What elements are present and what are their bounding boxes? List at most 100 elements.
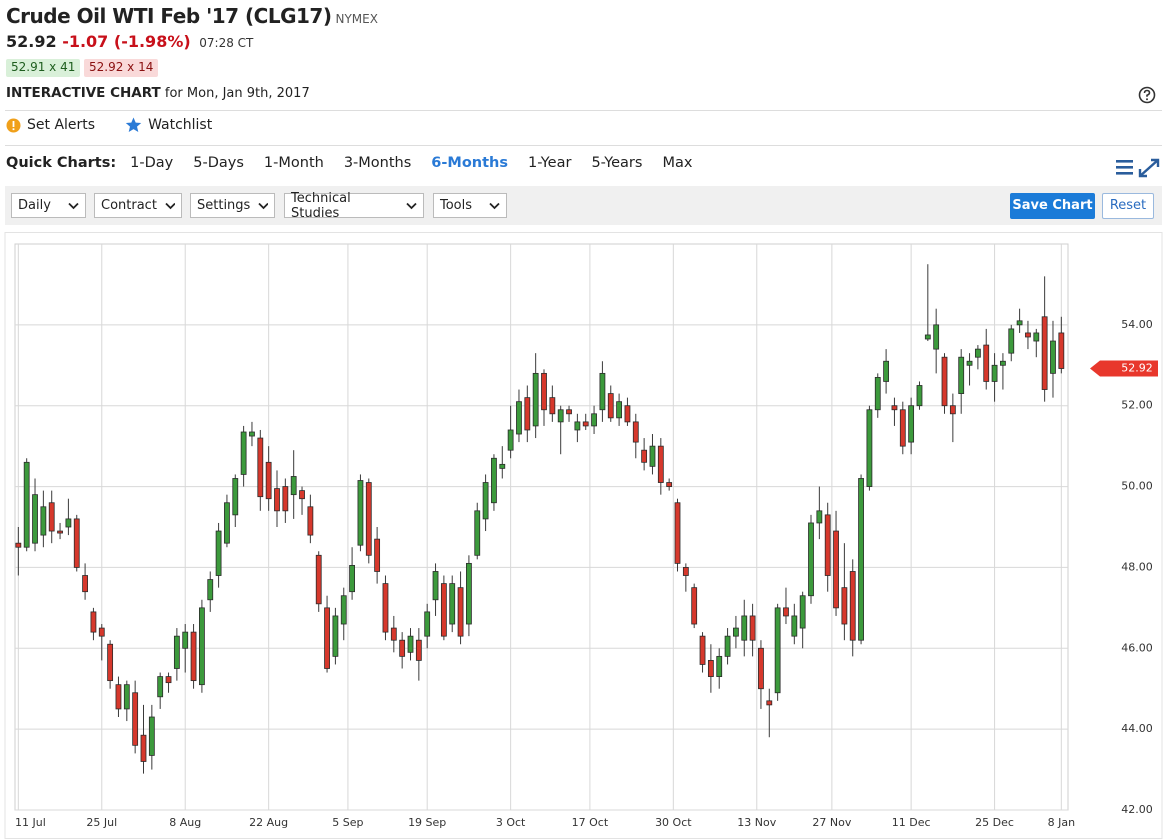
- x-tick-label: 13 Nov: [737, 816, 776, 829]
- quick-chart-option[interactable]: 6-Months: [431, 155, 509, 171]
- candle-body: [415, 639, 422, 661]
- candle-body: [40, 506, 47, 536]
- y-tick-label: 50.00: [1121, 480, 1153, 493]
- candle-body: [933, 324, 940, 350]
- help-icon[interactable]: [1138, 86, 1156, 104]
- chevron: [165, 202, 175, 209]
- candle-body: [841, 587, 848, 625]
- candle-body: [816, 510, 823, 524]
- candle-body: [349, 565, 355, 593]
- y-tick-label: 42.00: [1121, 803, 1153, 816]
- candle-body: [324, 607, 330, 669]
- candle-body: [357, 480, 364, 546]
- candle-body: [140, 734, 147, 762]
- candle-body: [73, 518, 80, 568]
- candle-body: [365, 482, 372, 556]
- watchlist[interactable]: Watchlist: [125, 117, 212, 133]
- candle-body: [599, 372, 606, 411]
- candle-body: [766, 700, 773, 706]
- dropdown-label: Technical Studies: [291, 190, 351, 221]
- candle-body: [616, 401, 622, 419]
- candle-body: [749, 615, 756, 641]
- candle-body: [399, 639, 406, 657]
- candle-body: [165, 676, 172, 684]
- candle-body: [716, 655, 723, 677]
- candle-body: [516, 401, 522, 435]
- candle-body: [148, 716, 155, 756]
- candle-body: [90, 611, 97, 633]
- dropdown-label: Daily: [18, 198, 51, 213]
- dropdown-label: Contract: [101, 198, 157, 213]
- candle-body: [257, 437, 264, 498]
- y-tick-label: 52.00: [1121, 399, 1153, 412]
- candle-body: [382, 583, 389, 633]
- candle-body: [407, 635, 414, 653]
- chevron: [489, 202, 500, 209]
- candle-body: [657, 445, 664, 483]
- candle-body: [340, 595, 347, 625]
- candle-body: [424, 611, 431, 637]
- set-alerts[interactable]: Set Alerts: [6, 117, 95, 133]
- candle-body: [682, 567, 689, 576]
- candle-body: [190, 631, 197, 682]
- candle-body: [941, 356, 948, 407]
- chart: 42.00 44.00 46.00 48.00 50.00 52.00 54.00 11 Ju…: [4, 232, 1163, 839]
- alert-icon: [6, 118, 21, 132]
- candle-body: [282, 486, 289, 512]
- ask: 52.92 x 14: [84, 59, 159, 77]
- candle-body: [866, 409, 873, 487]
- quick-chart-option[interactable]: 1-Day: [130, 155, 174, 171]
- reset-button[interactable]: Reset: [1102, 193, 1154, 219]
- candle-body: [983, 344, 990, 382]
- candle-body: [741, 615, 748, 641]
- dropdown[interactable]: Technical Studies: [284, 190, 424, 221]
- save-chart-button[interactable]: Save Chart: [1010, 193, 1095, 219]
- dropdown[interactable]: Daily: [11, 193, 86, 218]
- dropdown[interactable]: Settings: [190, 193, 275, 218]
- chevron: [68, 202, 79, 209]
- candle-body: [924, 334, 931, 340]
- candle-body: [724, 635, 731, 657]
- last-price: 52.92: [6, 32, 57, 51]
- y-tick-label: 48.00: [1121, 560, 1153, 573]
- candle-body: [491, 457, 497, 504]
- candle-body: [23, 461, 30, 548]
- quick-chart-option[interactable]: 1-Year: [528, 155, 572, 171]
- y-tick-label: 46.00: [1121, 641, 1153, 654]
- x-tick-label: 11 Dec: [892, 816, 931, 829]
- x-tick-label: 8 Jan: [1048, 816, 1075, 829]
- x-tick-label: 8 Aug: [169, 816, 201, 829]
- section-date: for Mon, Jan 9th, 2017: [164, 86, 310, 101]
- candle-body: [974, 348, 981, 358]
- quick-chart-option[interactable]: 5-Years: [591, 155, 643, 171]
- quick-chart-option[interactable]: 3-Months: [343, 155, 412, 171]
- candle-body: [1058, 332, 1065, 369]
- candle-body: [582, 421, 589, 427]
- candle-body: [232, 478, 239, 516]
- candle-body: [265, 461, 272, 500]
- quick-chart-option[interactable]: 5-Days: [193, 155, 244, 171]
- candle-body: [107, 643, 114, 682]
- instrument-title: Crude Oil WTI Feb '17 (CLG17): [6, 4, 332, 28]
- x-tick-label: 11 Jul: [15, 816, 46, 829]
- candle-body: [908, 405, 915, 443]
- candle-body: [1025, 332, 1031, 338]
- section-title: INTERACTIVE CHART: [6, 85, 161, 101]
- quick-chart-option[interactable]: 1-Month: [263, 155, 324, 171]
- view-icons[interactable]: [1115, 157, 1163, 179]
- x-tick-label: 30 Oct: [655, 816, 692, 829]
- quick-chart-option[interactable]: Max: [662, 155, 693, 171]
- candle-body: [607, 393, 614, 419]
- candle-body: [883, 360, 890, 382]
- dropdown[interactable]: Tools: [433, 193, 507, 218]
- candle-body: [624, 405, 631, 423]
- candle-body: [1008, 328, 1015, 354]
- bid: 52.91 x 41: [6, 59, 81, 77]
- dropdown[interactable]: Contract: [94, 193, 182, 218]
- candle-body: [432, 571, 439, 601]
- chevron-path: [406, 202, 417, 209]
- candle-body: [549, 397, 556, 415]
- last-price-label: 52.92: [1121, 362, 1153, 375]
- candle-body: [1016, 320, 1023, 326]
- x-tick-label: 5 Sep: [332, 816, 363, 829]
